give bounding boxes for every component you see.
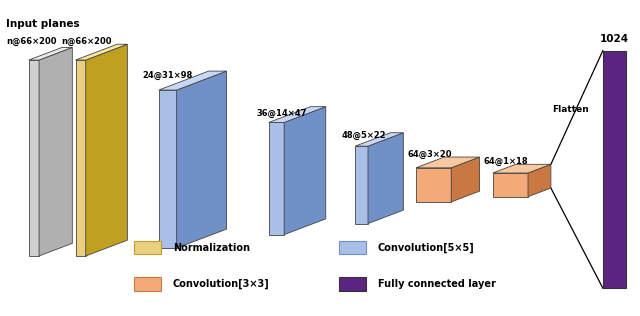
- Polygon shape: [159, 71, 227, 90]
- Polygon shape: [134, 241, 161, 254]
- Text: 64@1×18: 64@1×18: [484, 157, 529, 166]
- Polygon shape: [134, 277, 161, 291]
- Text: 64@3×20: 64@3×20: [407, 149, 452, 159]
- Polygon shape: [416, 168, 451, 202]
- Polygon shape: [284, 106, 326, 234]
- Polygon shape: [355, 146, 368, 224]
- Polygon shape: [339, 277, 366, 291]
- Polygon shape: [528, 164, 551, 197]
- Polygon shape: [269, 106, 326, 122]
- Text: Input planes: Input planes: [6, 19, 80, 29]
- Text: n@66×200: n@66×200: [61, 37, 112, 46]
- Text: 36@14×47: 36@14×47: [256, 109, 307, 118]
- Polygon shape: [159, 90, 177, 248]
- Polygon shape: [39, 47, 72, 256]
- Polygon shape: [269, 122, 284, 234]
- Text: 48@5×22: 48@5×22: [342, 131, 387, 140]
- Polygon shape: [493, 164, 551, 173]
- Text: Normalization: Normalization: [173, 243, 250, 253]
- Polygon shape: [368, 133, 403, 224]
- Text: Flatten: Flatten: [552, 105, 588, 114]
- Text: Fully connected layer: Fully connected layer: [378, 279, 495, 289]
- Text: Convolution[5×5]: Convolution[5×5]: [378, 243, 474, 253]
- Text: 24@31×98: 24@31×98: [142, 70, 193, 80]
- Text: 1024: 1024: [600, 33, 629, 44]
- Text: n@66×200: n@66×200: [6, 37, 57, 46]
- Polygon shape: [86, 44, 127, 256]
- Polygon shape: [29, 60, 39, 256]
- Polygon shape: [603, 51, 626, 288]
- Polygon shape: [451, 157, 479, 202]
- Polygon shape: [339, 241, 366, 254]
- Polygon shape: [76, 60, 86, 256]
- Polygon shape: [177, 71, 227, 248]
- Polygon shape: [355, 133, 403, 146]
- Text: Convolution[3×3]: Convolution[3×3]: [173, 279, 269, 289]
- Polygon shape: [29, 47, 72, 60]
- Polygon shape: [416, 157, 479, 168]
- Polygon shape: [493, 173, 528, 197]
- Polygon shape: [76, 44, 127, 60]
